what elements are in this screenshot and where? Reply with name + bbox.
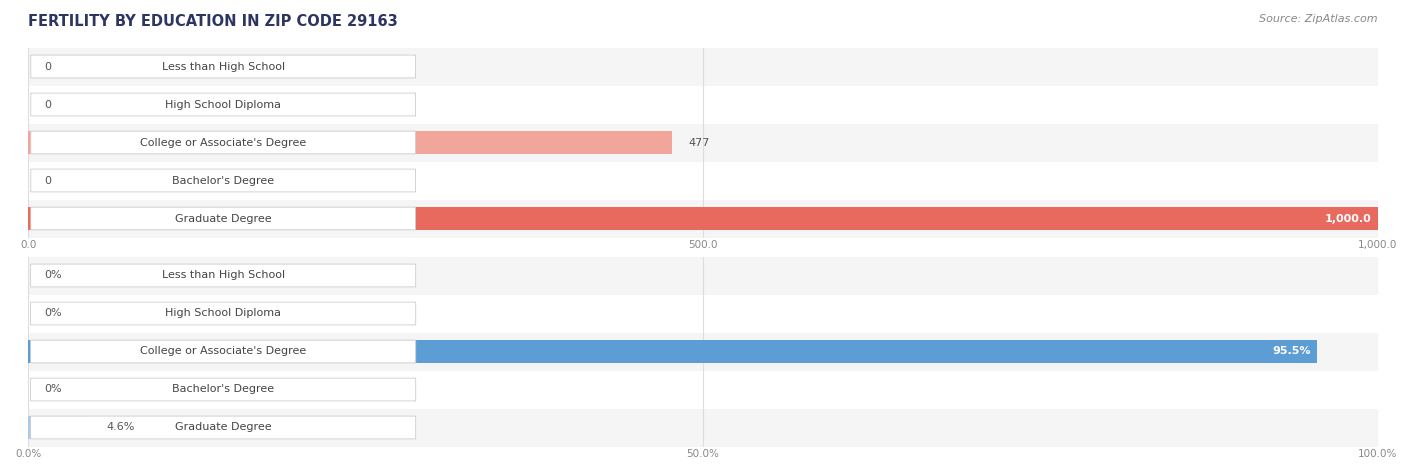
Bar <box>28 256 1378 294</box>
Bar <box>28 200 1378 238</box>
FancyBboxPatch shape <box>31 416 416 439</box>
Text: 1,000.0: 1,000.0 <box>1324 213 1371 224</box>
FancyBboxPatch shape <box>31 378 416 401</box>
Bar <box>28 86 1378 124</box>
Bar <box>28 340 1317 363</box>
Bar <box>28 124 1378 162</box>
Bar <box>28 332 1378 371</box>
FancyBboxPatch shape <box>31 131 416 154</box>
Bar <box>28 370 1378 408</box>
Bar <box>28 416 90 439</box>
Text: High School Diploma: High School Diploma <box>165 99 281 110</box>
FancyBboxPatch shape <box>31 264 416 287</box>
FancyBboxPatch shape <box>31 302 416 325</box>
Bar <box>28 408 1378 446</box>
Text: Less than High School: Less than High School <box>162 270 285 281</box>
Text: 0%: 0% <box>45 384 62 395</box>
Text: Less than High School: Less than High School <box>162 61 285 72</box>
Text: FERTILITY BY EDUCATION IN ZIP CODE 29163: FERTILITY BY EDUCATION IN ZIP CODE 29163 <box>28 14 398 29</box>
Bar <box>28 294 1378 332</box>
Text: College or Associate's Degree: College or Associate's Degree <box>141 346 307 357</box>
FancyBboxPatch shape <box>31 169 416 192</box>
FancyBboxPatch shape <box>31 340 416 363</box>
Text: 95.5%: 95.5% <box>1272 346 1310 357</box>
Text: 0: 0 <box>45 99 51 110</box>
Bar <box>28 207 1378 230</box>
Text: 0: 0 <box>45 61 51 72</box>
Text: 477: 477 <box>688 137 710 148</box>
Text: 0%: 0% <box>45 308 62 319</box>
Bar <box>28 48 1378 86</box>
FancyBboxPatch shape <box>31 93 416 116</box>
Bar <box>28 131 672 154</box>
Text: Graduate Degree: Graduate Degree <box>174 213 271 224</box>
FancyBboxPatch shape <box>31 207 416 230</box>
Text: 4.6%: 4.6% <box>107 422 135 433</box>
Text: Graduate Degree: Graduate Degree <box>174 422 271 433</box>
Text: Bachelor's Degree: Bachelor's Degree <box>172 384 274 395</box>
Text: 0%: 0% <box>45 270 62 281</box>
Text: High School Diploma: High School Diploma <box>165 308 281 319</box>
Text: College or Associate's Degree: College or Associate's Degree <box>141 137 307 148</box>
FancyBboxPatch shape <box>31 55 416 78</box>
Text: 0: 0 <box>45 175 51 186</box>
Text: Bachelor's Degree: Bachelor's Degree <box>172 175 274 186</box>
Text: Source: ZipAtlas.com: Source: ZipAtlas.com <box>1260 14 1378 24</box>
Bar <box>28 162 1378 199</box>
